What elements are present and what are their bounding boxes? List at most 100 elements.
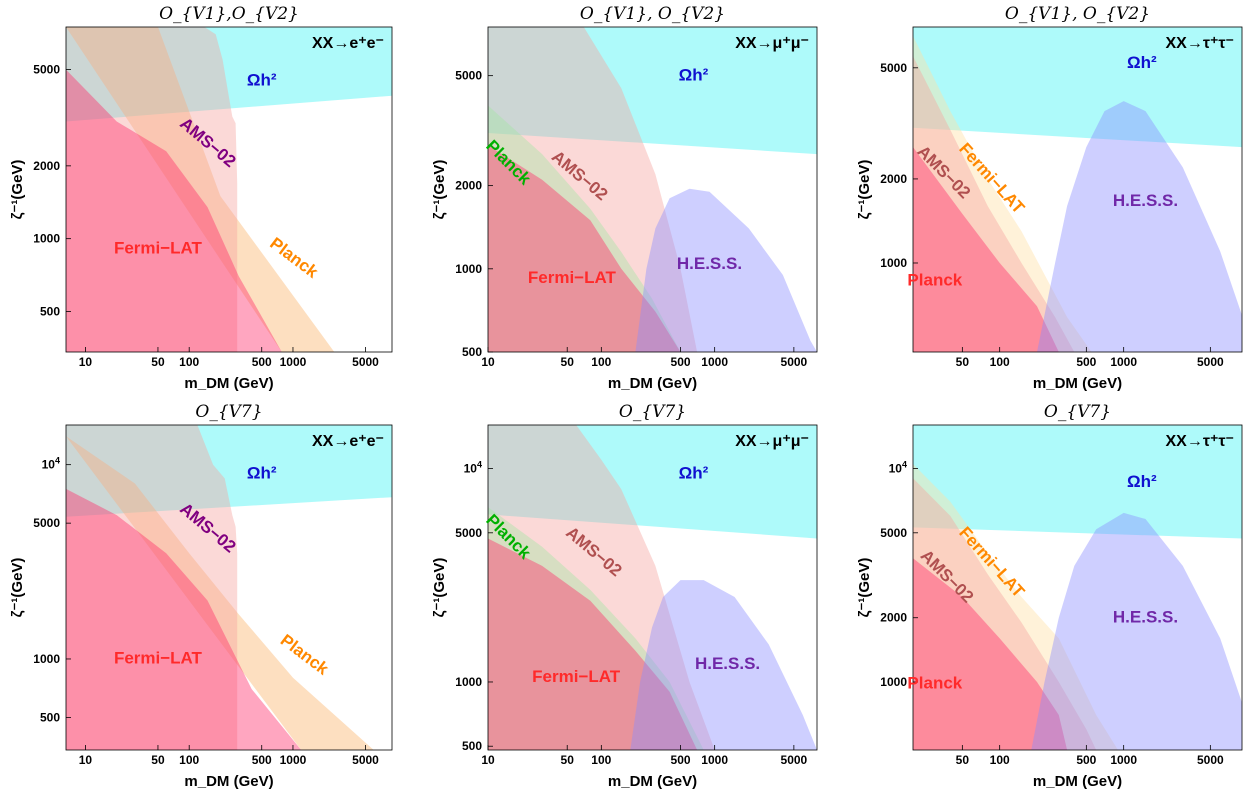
x-tick-label: 1000 [701, 355, 728, 369]
x-tick-label: 100 [179, 753, 199, 767]
x-axis-label: m_DM (GeV) [608, 375, 697, 392]
x-axis-label: m_DM (GeV) [1033, 375, 1122, 392]
y-tick-label: 5000 [33, 63, 60, 77]
panel-title: O_{V7} [195, 402, 262, 422]
x-tick-label: 10 [481, 355, 495, 369]
x-axis-label: m_DM (GeV) [184, 773, 273, 790]
region-2 [488, 105, 681, 352]
panel-6: 50 100 500 1000 5000 1000 2000 5000 104 O_{V7} XX→… [856, 402, 1243, 790]
plot-frame [912, 424, 1243, 751]
y-axis-label: ζ⁻¹(GeV) [9, 160, 26, 220]
x-axis-label: m_DM (GeV) [1033, 773, 1122, 790]
x-tick-label: 500 [671, 355, 691, 369]
x-tick-label: 5000 [1197, 355, 1224, 369]
region-3 [488, 538, 698, 750]
y-tick-label: 104 [889, 460, 907, 476]
x-tick-label: 500 [252, 753, 272, 767]
region-4 [1037, 101, 1242, 352]
y-tick-label: 1000 [880, 675, 907, 689]
region-label: H.E.S.S. [695, 654, 760, 673]
region-0 [66, 27, 392, 122]
x-tick-label: 5000 [781, 753, 808, 767]
regions [913, 425, 1242, 750]
panel-5: 10 50 100 500 1000 5000 500 1000 5000 104 O_{V7} XX… [431, 402, 818, 790]
panel-4: 10 50 100 500 1000 5000 500 1000 5000 104 O_{V7} XX… [9, 402, 393, 790]
y-tick-label: 1000 [455, 675, 482, 689]
region-0 [488, 425, 817, 539]
region-label: Fermi−LAT [528, 268, 617, 287]
x-tick-label: 100 [990, 753, 1010, 767]
regions [913, 27, 1242, 352]
region-4 [630, 580, 817, 750]
y-tick-label: 500 [462, 345, 482, 359]
x-tick-label: 5000 [352, 355, 379, 369]
region-0 [913, 425, 1242, 539]
y-tick-label: 5000 [455, 526, 482, 540]
region-2 [66, 27, 238, 352]
process-label: XX→τ⁺τ⁻ [1165, 433, 1234, 450]
region-1 [66, 436, 374, 750]
x-tick-label: 1000 [1110, 753, 1137, 767]
regions [488, 27, 817, 352]
region-label: Ωh² [1127, 472, 1157, 491]
x-tick-label: 500 [252, 355, 272, 369]
region-label: Ωh² [679, 66, 709, 85]
region-3 [488, 145, 681, 352]
y-axis-label: ζ⁻¹(GeV) [9, 558, 26, 618]
y-axis-label: ζ⁻¹(GeV) [856, 160, 873, 220]
region-label: Ωh² [247, 463, 277, 482]
x-tick-label: 5000 [781, 355, 808, 369]
region-3 [66, 488, 302, 750]
plot-frame [487, 424, 818, 751]
x-tick-label: 50 [561, 355, 575, 369]
x-tick-label: 1000 [701, 753, 728, 767]
x-tick-label: 500 [1076, 753, 1096, 767]
process-label: XX→e⁺e⁻ [312, 433, 384, 450]
regions [66, 425, 392, 750]
y-tick-label: 2000 [33, 159, 60, 173]
y-tick-label: 500 [40, 304, 60, 318]
x-tick-label: 1000 [280, 355, 307, 369]
x-tick-label: 500 [671, 753, 691, 767]
region-1 [66, 27, 335, 352]
region-label: H.E.S.S. [1113, 607, 1178, 626]
region-2 [913, 56, 1075, 352]
x-tick-label: 50 [151, 753, 165, 767]
region-label: Fermi−LAT [532, 667, 621, 686]
panel-2: 10 50 100 500 1000 5000 500 1000 2000 5000 O_{V1},… [431, 4, 818, 392]
region-3 [66, 69, 282, 352]
regions [66, 27, 392, 352]
region-label: Fermi−LAT [114, 238, 203, 257]
region-label: Fermi−LAT [114, 648, 203, 667]
region-label: H.E.S.S. [1113, 191, 1178, 210]
panel-3: 50 100 500 1000 5000 1000 2000 5000 O_{V1}, O_{V… [856, 4, 1243, 392]
x-tick-label: 50 [956, 753, 970, 767]
region-0 [913, 27, 1242, 148]
y-axis-label: ζ⁻¹(GeV) [856, 558, 873, 618]
panel-title: O_{V1}, O_{V2} [1005, 4, 1150, 24]
x-tick-label: 10 [481, 753, 495, 767]
region-4 [635, 188, 817, 352]
region-1 [488, 27, 698, 352]
x-tick-label: 100 [591, 355, 611, 369]
x-tick-label: 100 [179, 355, 199, 369]
y-tick-label: 104 [42, 456, 60, 472]
region-4 [1031, 512, 1242, 750]
x-tick-label: 100 [591, 753, 611, 767]
plot-frame [65, 424, 393, 751]
x-tick-label: 10 [79, 753, 93, 767]
x-tick-label: 50 [561, 753, 575, 767]
y-tick-label: 2000 [880, 172, 907, 186]
x-tick-label: 50 [151, 355, 165, 369]
panel-1: 10 50 100 500 1000 5000 500 1000 2000 5000 O_{V1},… [9, 4, 393, 392]
y-tick-label: 500 [462, 739, 482, 753]
region-2 [66, 425, 238, 750]
panel-title: O_{V1},O_{V2} [159, 4, 299, 24]
region-label: Ωh² [679, 463, 709, 482]
plot-frame [65, 26, 393, 353]
y-axis-label: ζ⁻¹(GeV) [431, 160, 448, 220]
x-tick-label: 500 [1076, 355, 1096, 369]
process-label: XX→e⁺e⁻ [312, 35, 384, 52]
y-tick-label: 2000 [880, 611, 907, 625]
